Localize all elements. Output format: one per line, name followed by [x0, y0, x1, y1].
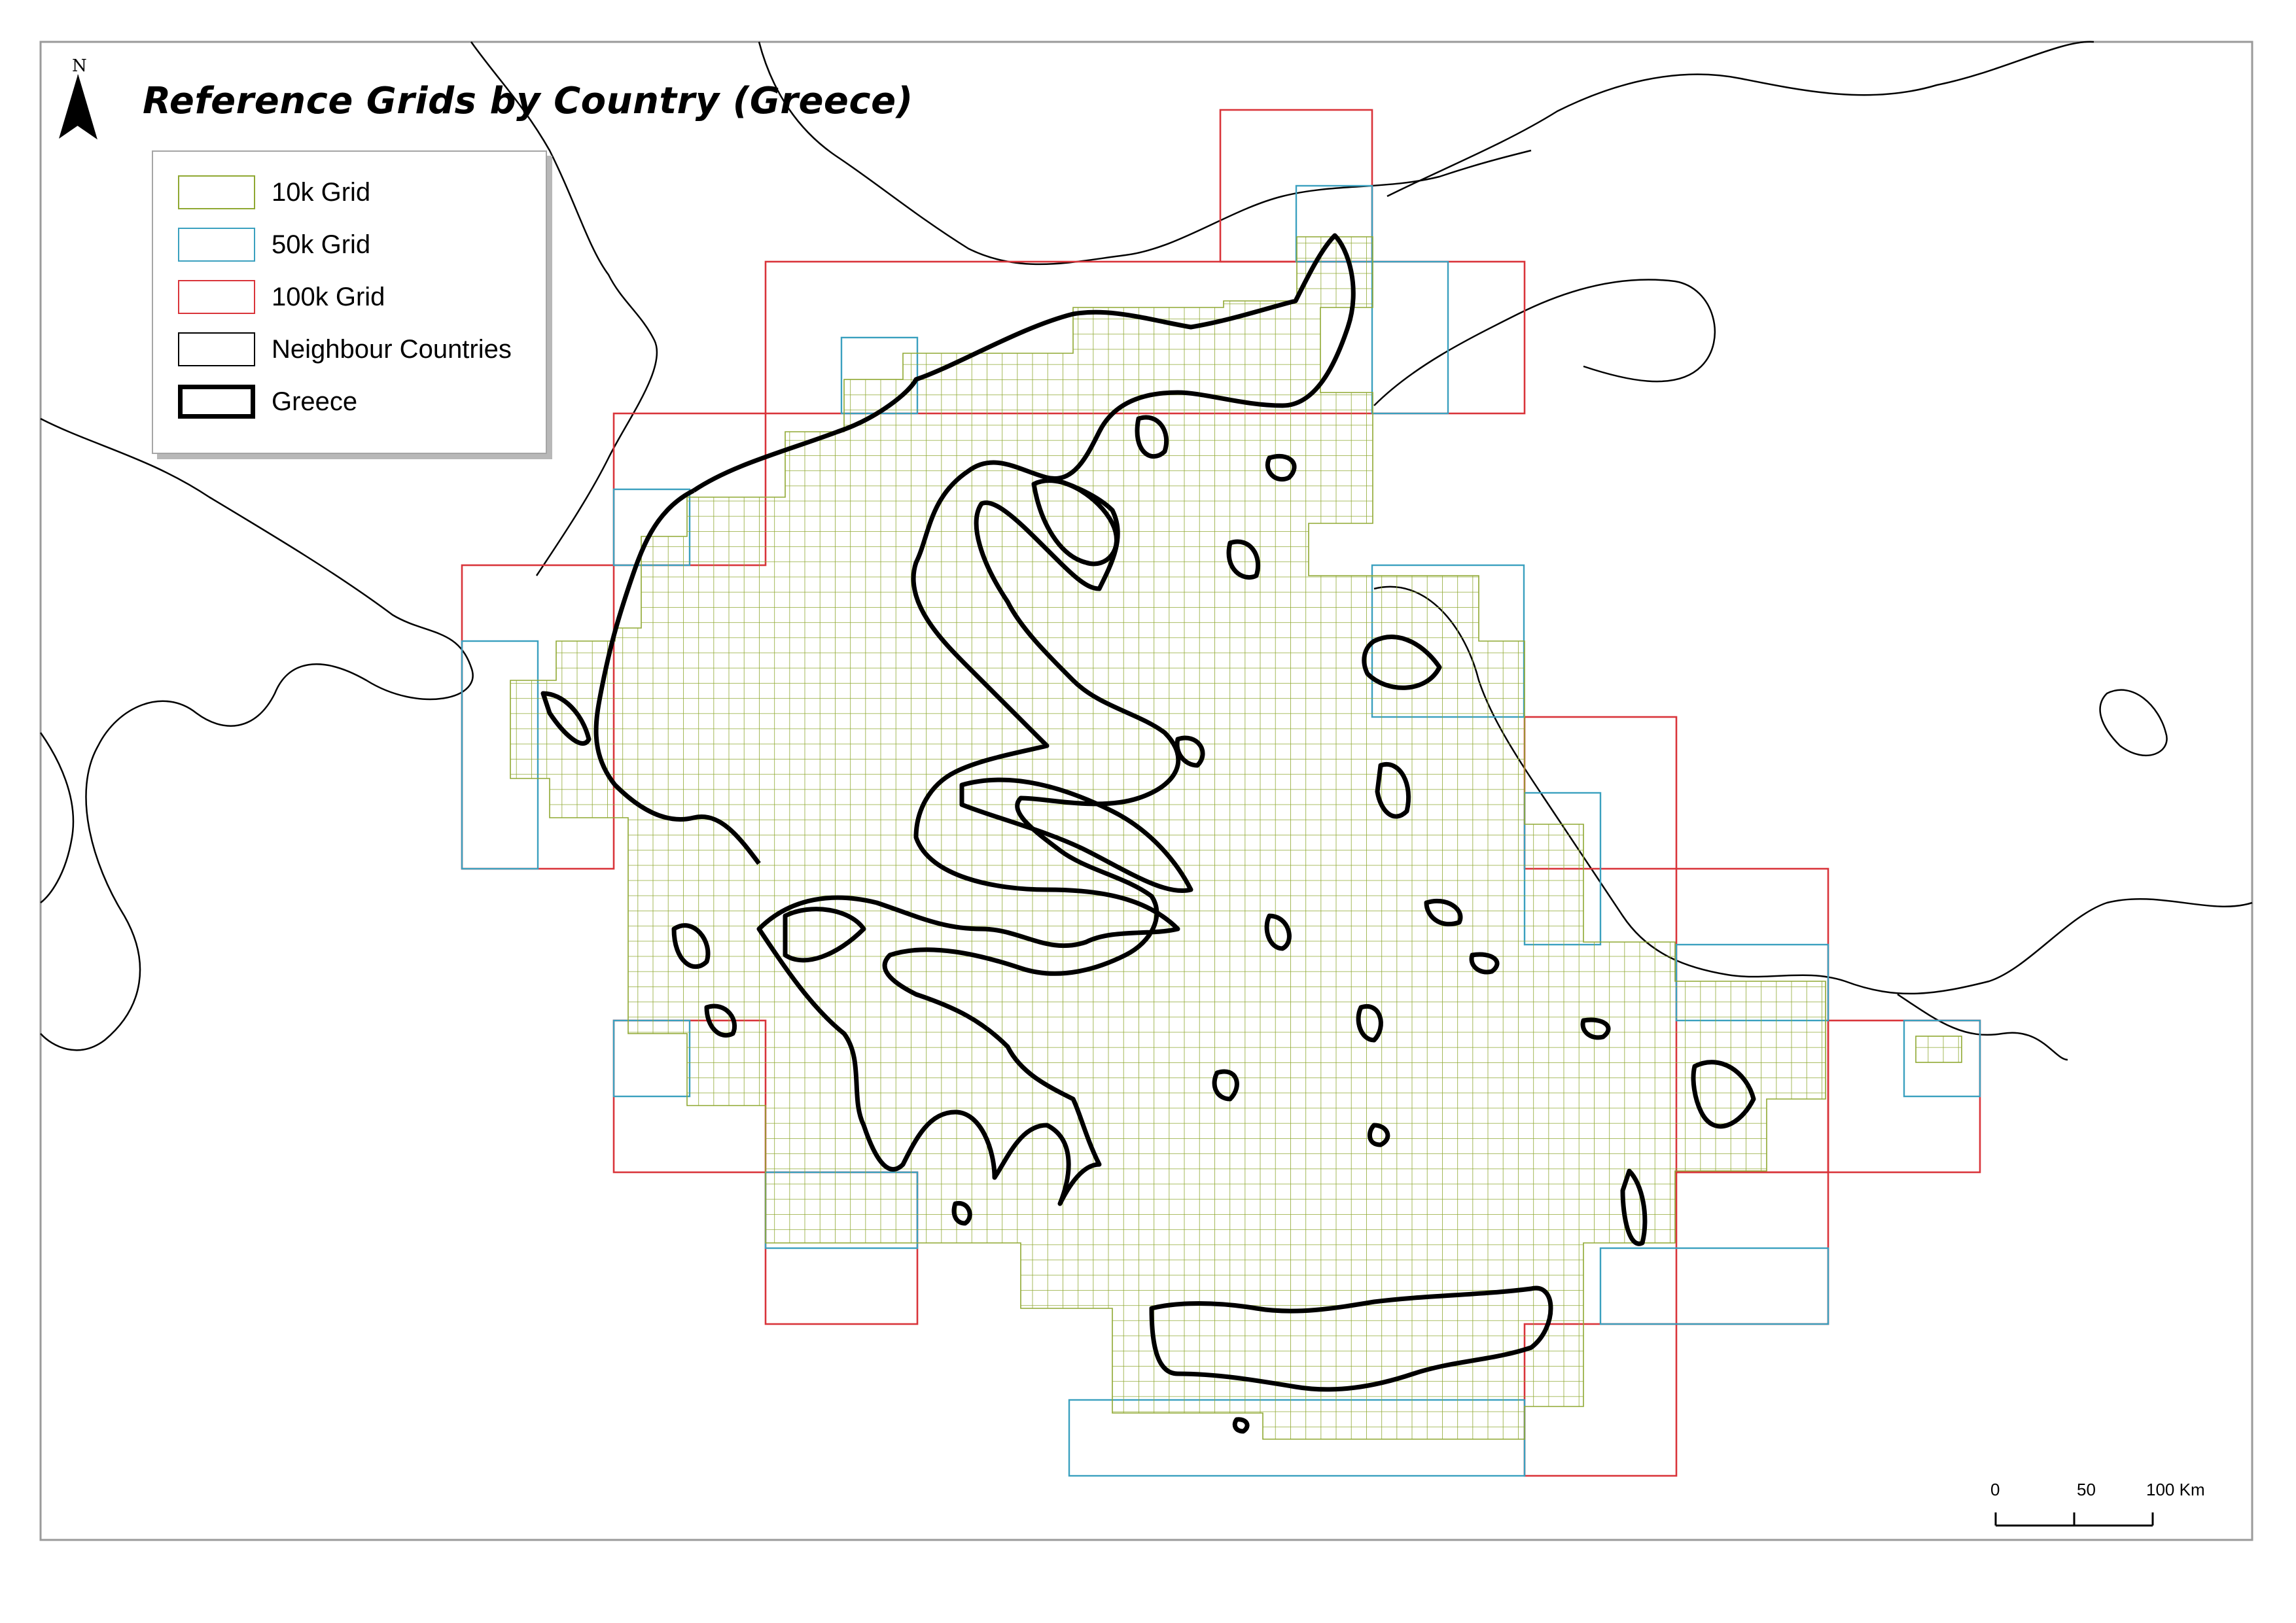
scale-bar: 0 50 100 Km [1989, 1480, 2212, 1532]
scale-label-100: 100 Km [2146, 1480, 2205, 1499]
ikaria-outline [1469, 952, 1500, 975]
turkey-south-coast [1897, 993, 2068, 1061]
map-legend: 10k Grid 50k Grid 100k Grid Neighbour Co… [152, 150, 547, 454]
grid-50k-cell [1599, 1247, 1829, 1325]
zakynthos-outline [704, 1003, 737, 1038]
legend-label-100k-grid: 100k Grid [272, 282, 385, 311]
milos-outline [1212, 1069, 1239, 1102]
cyprus-outline [2099, 689, 2168, 757]
map-frame [39, 41, 2253, 1541]
corfu-outline [540, 691, 592, 746]
north-border [758, 41, 1532, 266]
legend-swatch-greece [178, 385, 255, 419]
italy-outline [40, 417, 474, 1051]
samos-outline [1424, 898, 1463, 927]
scale-label-0: 0 [1990, 1480, 2000, 1499]
kythira-outline [951, 1200, 972, 1226]
rhodes-outline [1691, 1060, 1756, 1129]
legend-item-neighbour-countries: Neighbour Countries [178, 330, 512, 369]
legend-item-100k-grid: 100k Grid [178, 277, 385, 317]
balkans-coast [470, 41, 658, 576]
skyros-outline [1174, 735, 1205, 768]
scale-bar-line [1994, 1512, 2154, 1527]
legend-item-greece: Greece [178, 382, 357, 421]
evia-outline [959, 777, 1193, 893]
scale-label-50: 50 [2077, 1480, 2096, 1499]
andros-outline [1264, 913, 1292, 951]
crete-outline [1149, 1285, 1553, 1392]
legend-swatch-50k-grid [178, 228, 255, 262]
legend-label-50k-grid: 50k Grid [272, 230, 371, 259]
grid-10k-patch [1915, 1036, 1962, 1063]
lemnos-outline [1226, 539, 1261, 580]
karpathos-outline [1620, 1168, 1648, 1246]
north-arrow-icon [59, 74, 97, 140]
legend-item-10k-grid: 10k Grid [178, 173, 370, 212]
naxos-outline [1356, 1003, 1383, 1043]
neighbour-countries-layer [39, 41, 2253, 1061]
samothrace-outline [1265, 453, 1297, 482]
cephalonia-outline [671, 923, 711, 969]
legend-label-greece: Greece [272, 387, 358, 416]
sicily-outline [39, 732, 75, 903]
chalkidiki-outline [1031, 478, 1119, 567]
turkey-marmara [1373, 279, 1716, 406]
grid-10k-area [510, 236, 1826, 1440]
legend-swatch-100k-grid [178, 280, 255, 314]
grid-50k-cell [1903, 1019, 1981, 1098]
peloponnese-outline [783, 907, 866, 963]
north-arrow-letter: N [72, 56, 87, 76]
legend-label-10k-grid: 10k Grid [272, 177, 371, 207]
legend-swatch-neighbour-countries [178, 332, 255, 366]
chios-outline [1375, 761, 1411, 819]
grid-50k-cell [1371, 260, 1449, 415]
greece-mainland-outline [593, 233, 1356, 1206]
legend-label-neighbour-countries: Neighbour Countries [272, 334, 512, 364]
thasos-outline [1135, 415, 1169, 459]
map-title: Reference Grids by Country (Greece) [143, 80, 913, 122]
lesbos-outline [1362, 635, 1442, 690]
legend-swatch-10k-grid [178, 175, 255, 209]
santorini-outline [1368, 1123, 1390, 1147]
kos-outline [1580, 1017, 1611, 1040]
gavdos-outline [1232, 1417, 1250, 1434]
turkey-north-coast [1386, 41, 2094, 198]
legend-item-50k-grid: 50k Grid [178, 225, 370, 264]
greece-layer [540, 233, 1756, 1434]
